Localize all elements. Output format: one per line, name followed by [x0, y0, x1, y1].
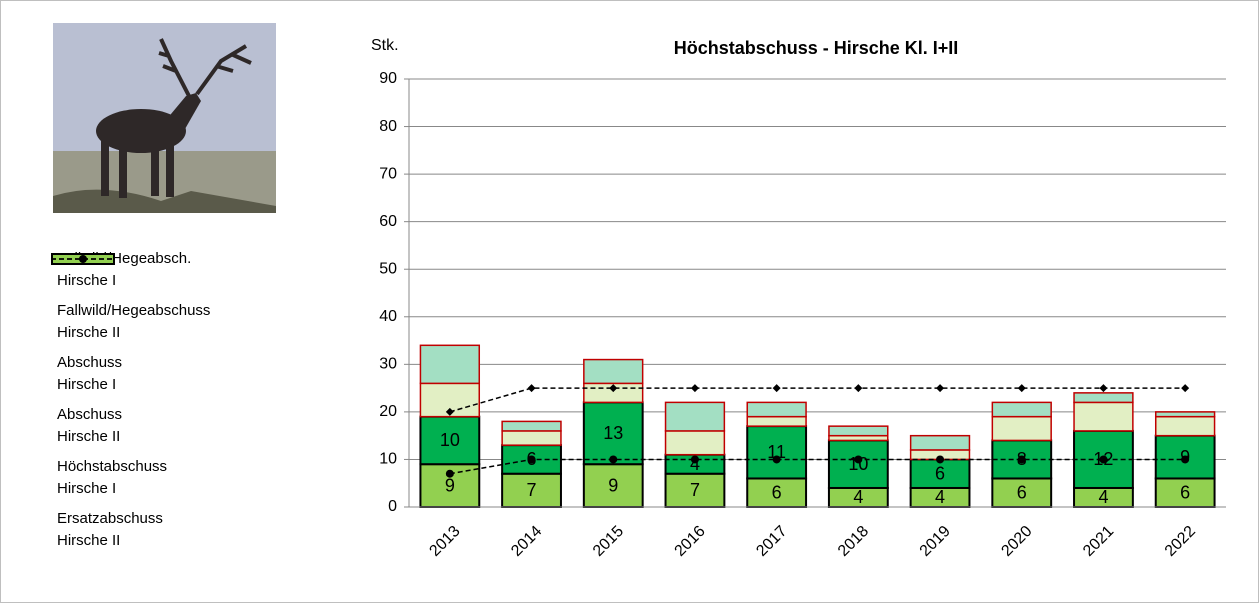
- marker: [446, 470, 454, 478]
- marker: [854, 384, 862, 392]
- legend-marker: [79, 255, 87, 263]
- x-tick-label: 2013: [426, 523, 463, 560]
- x-tick-label: 2021: [1080, 523, 1117, 560]
- y-tick-label: 90: [379, 70, 397, 87]
- x-tick-label: 2018: [835, 523, 872, 560]
- marker: [1099, 384, 1107, 392]
- bar: [1156, 412, 1215, 417]
- x-tick-label: 2020: [998, 523, 1035, 560]
- bar: [992, 402, 1051, 416]
- y-tick-label: 40: [379, 308, 397, 325]
- marker: [528, 455, 536, 463]
- y-tick-label: 50: [379, 260, 397, 277]
- legend-label: Ersatzabschuss Hirsche II: [57, 508, 163, 552]
- data-label: 4: [853, 487, 863, 507]
- legend-label: Höchstabschuss Hirsche I: [57, 456, 167, 500]
- bar: [911, 436, 970, 450]
- data-label: 6: [1017, 482, 1027, 502]
- bar: [747, 417, 806, 427]
- data-label: 6: [772, 482, 782, 502]
- page: Stk. Höchstabschuss - Hirsche Kl. I+II 0…: [0, 0, 1259, 603]
- marker: [936, 384, 944, 392]
- marker: [936, 455, 944, 463]
- x-tick-label: 2017: [753, 523, 790, 560]
- bar: [666, 402, 725, 431]
- bar: [1074, 402, 1133, 431]
- data-label: 4: [1098, 487, 1108, 507]
- marker: [1181, 384, 1189, 392]
- marker: [1018, 384, 1026, 392]
- y-tick-label: 80: [379, 118, 397, 135]
- bar: [666, 431, 725, 455]
- data-label: 4: [935, 487, 945, 507]
- marker: [609, 455, 617, 463]
- data-label: 7: [527, 480, 537, 500]
- chart-title: Höchstabschuss - Hirsche Kl. I+II: [674, 38, 959, 58]
- marker: [691, 384, 699, 392]
- legend-swatch: [51, 249, 115, 269]
- bar: [502, 431, 561, 445]
- data-label: 6: [1180, 482, 1190, 502]
- data-label: 10: [440, 430, 460, 450]
- bar: [584, 360, 643, 384]
- x-tick-label: 2019: [917, 523, 954, 560]
- marker: [773, 384, 781, 392]
- bar: [1074, 393, 1133, 403]
- bar: [829, 426, 888, 436]
- data-label: 7: [690, 480, 700, 500]
- y-tick-label: 60: [379, 213, 397, 230]
- x-tick-label: 2016: [672, 523, 709, 560]
- y-tick-label: 10: [379, 451, 397, 468]
- legend-entry: Abschuss Hirsche I: [51, 353, 311, 405]
- legend-entry: Höchstabschuss Hirsche I: [51, 457, 311, 509]
- photo: [53, 23, 276, 213]
- marker: [773, 455, 781, 463]
- legend-entry: Ersatzabschuss Hirsche II: [51, 509, 311, 561]
- bar: [992, 417, 1051, 441]
- bar: [420, 345, 479, 383]
- y-tick-label: 20: [379, 403, 397, 420]
- legend-label: Abschuss Hirsche I: [57, 352, 122, 396]
- bar: [747, 402, 806, 416]
- data-label: 13: [603, 423, 623, 443]
- y-axis-label: Stk.: [371, 37, 399, 54]
- legend-label: Fallwild/Hegeabschuss Hirsche II: [57, 300, 210, 344]
- legend-entry: Fallwild/Hegeabschuss Hirsche II: [51, 301, 311, 353]
- x-tick-label: 2022: [1162, 523, 1199, 560]
- marker: [528, 384, 536, 392]
- marker: [691, 455, 699, 463]
- legend-entry: Abschuss Hirsche II: [51, 405, 311, 457]
- data-label: 6: [935, 463, 945, 483]
- y-tick-label: 30: [379, 356, 397, 373]
- marker: [1181, 455, 1189, 463]
- x-tick-label: 2014: [508, 523, 545, 560]
- x-tick-label: 2015: [590, 523, 627, 560]
- legend-label: Abschuss Hirsche II: [57, 404, 122, 448]
- marker: [854, 455, 862, 463]
- marker: [1018, 455, 1026, 463]
- marker: [1099, 455, 1107, 463]
- data-label: 9: [608, 475, 618, 495]
- bar: [502, 421, 561, 431]
- bar: [1156, 417, 1215, 436]
- data-label: 9: [445, 475, 455, 495]
- y-tick-label: 0: [388, 498, 397, 515]
- y-tick-label: 70: [379, 165, 397, 182]
